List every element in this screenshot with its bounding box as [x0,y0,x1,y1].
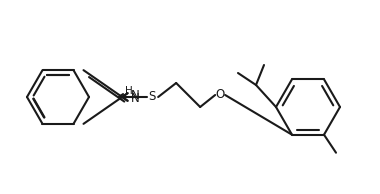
Text: H: H [125,86,133,96]
Text: S: S [149,90,156,104]
Text: N: N [131,89,140,102]
Text: O: O [215,88,225,101]
Text: N: N [131,92,140,105]
